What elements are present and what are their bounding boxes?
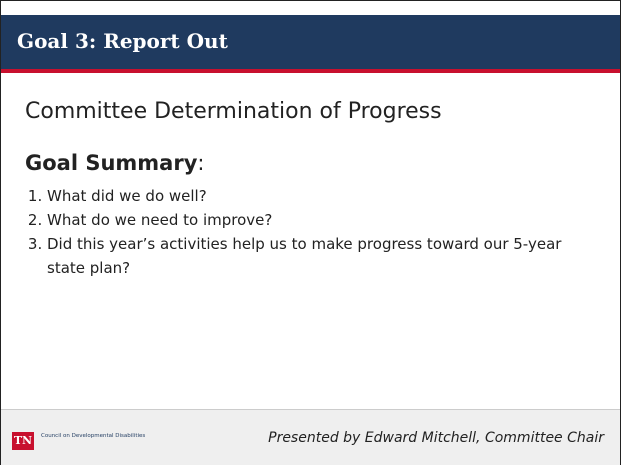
summary-punct: :: [197, 151, 205, 175]
top-bar: [1, 1, 620, 15]
question: Did this year’s activities help us to ma…: [47, 232, 577, 280]
summary: Goal Summary:: [25, 151, 204, 175]
header-title: Goal 3: Report Out: [17, 29, 228, 53]
logo: TN: [12, 432, 34, 450]
question: What do we need to improve?: [47, 208, 577, 232]
question-list: What did we do well? What do we need to …: [25, 184, 577, 280]
presenter: Presented by Edward Mitchell, Committee …: [268, 430, 604, 446]
subtitle: Committee Determination of Progress: [25, 99, 442, 124]
org-name: Council on Developmental Disabilities: [41, 433, 146, 439]
header: Goal 3: Report Out: [1, 15, 620, 73]
summary-heading: Goal Summary: [25, 151, 198, 175]
footer: TN Council on Developmental Disabilities…: [1, 409, 620, 465]
question: What did we do well?: [47, 184, 577, 208]
